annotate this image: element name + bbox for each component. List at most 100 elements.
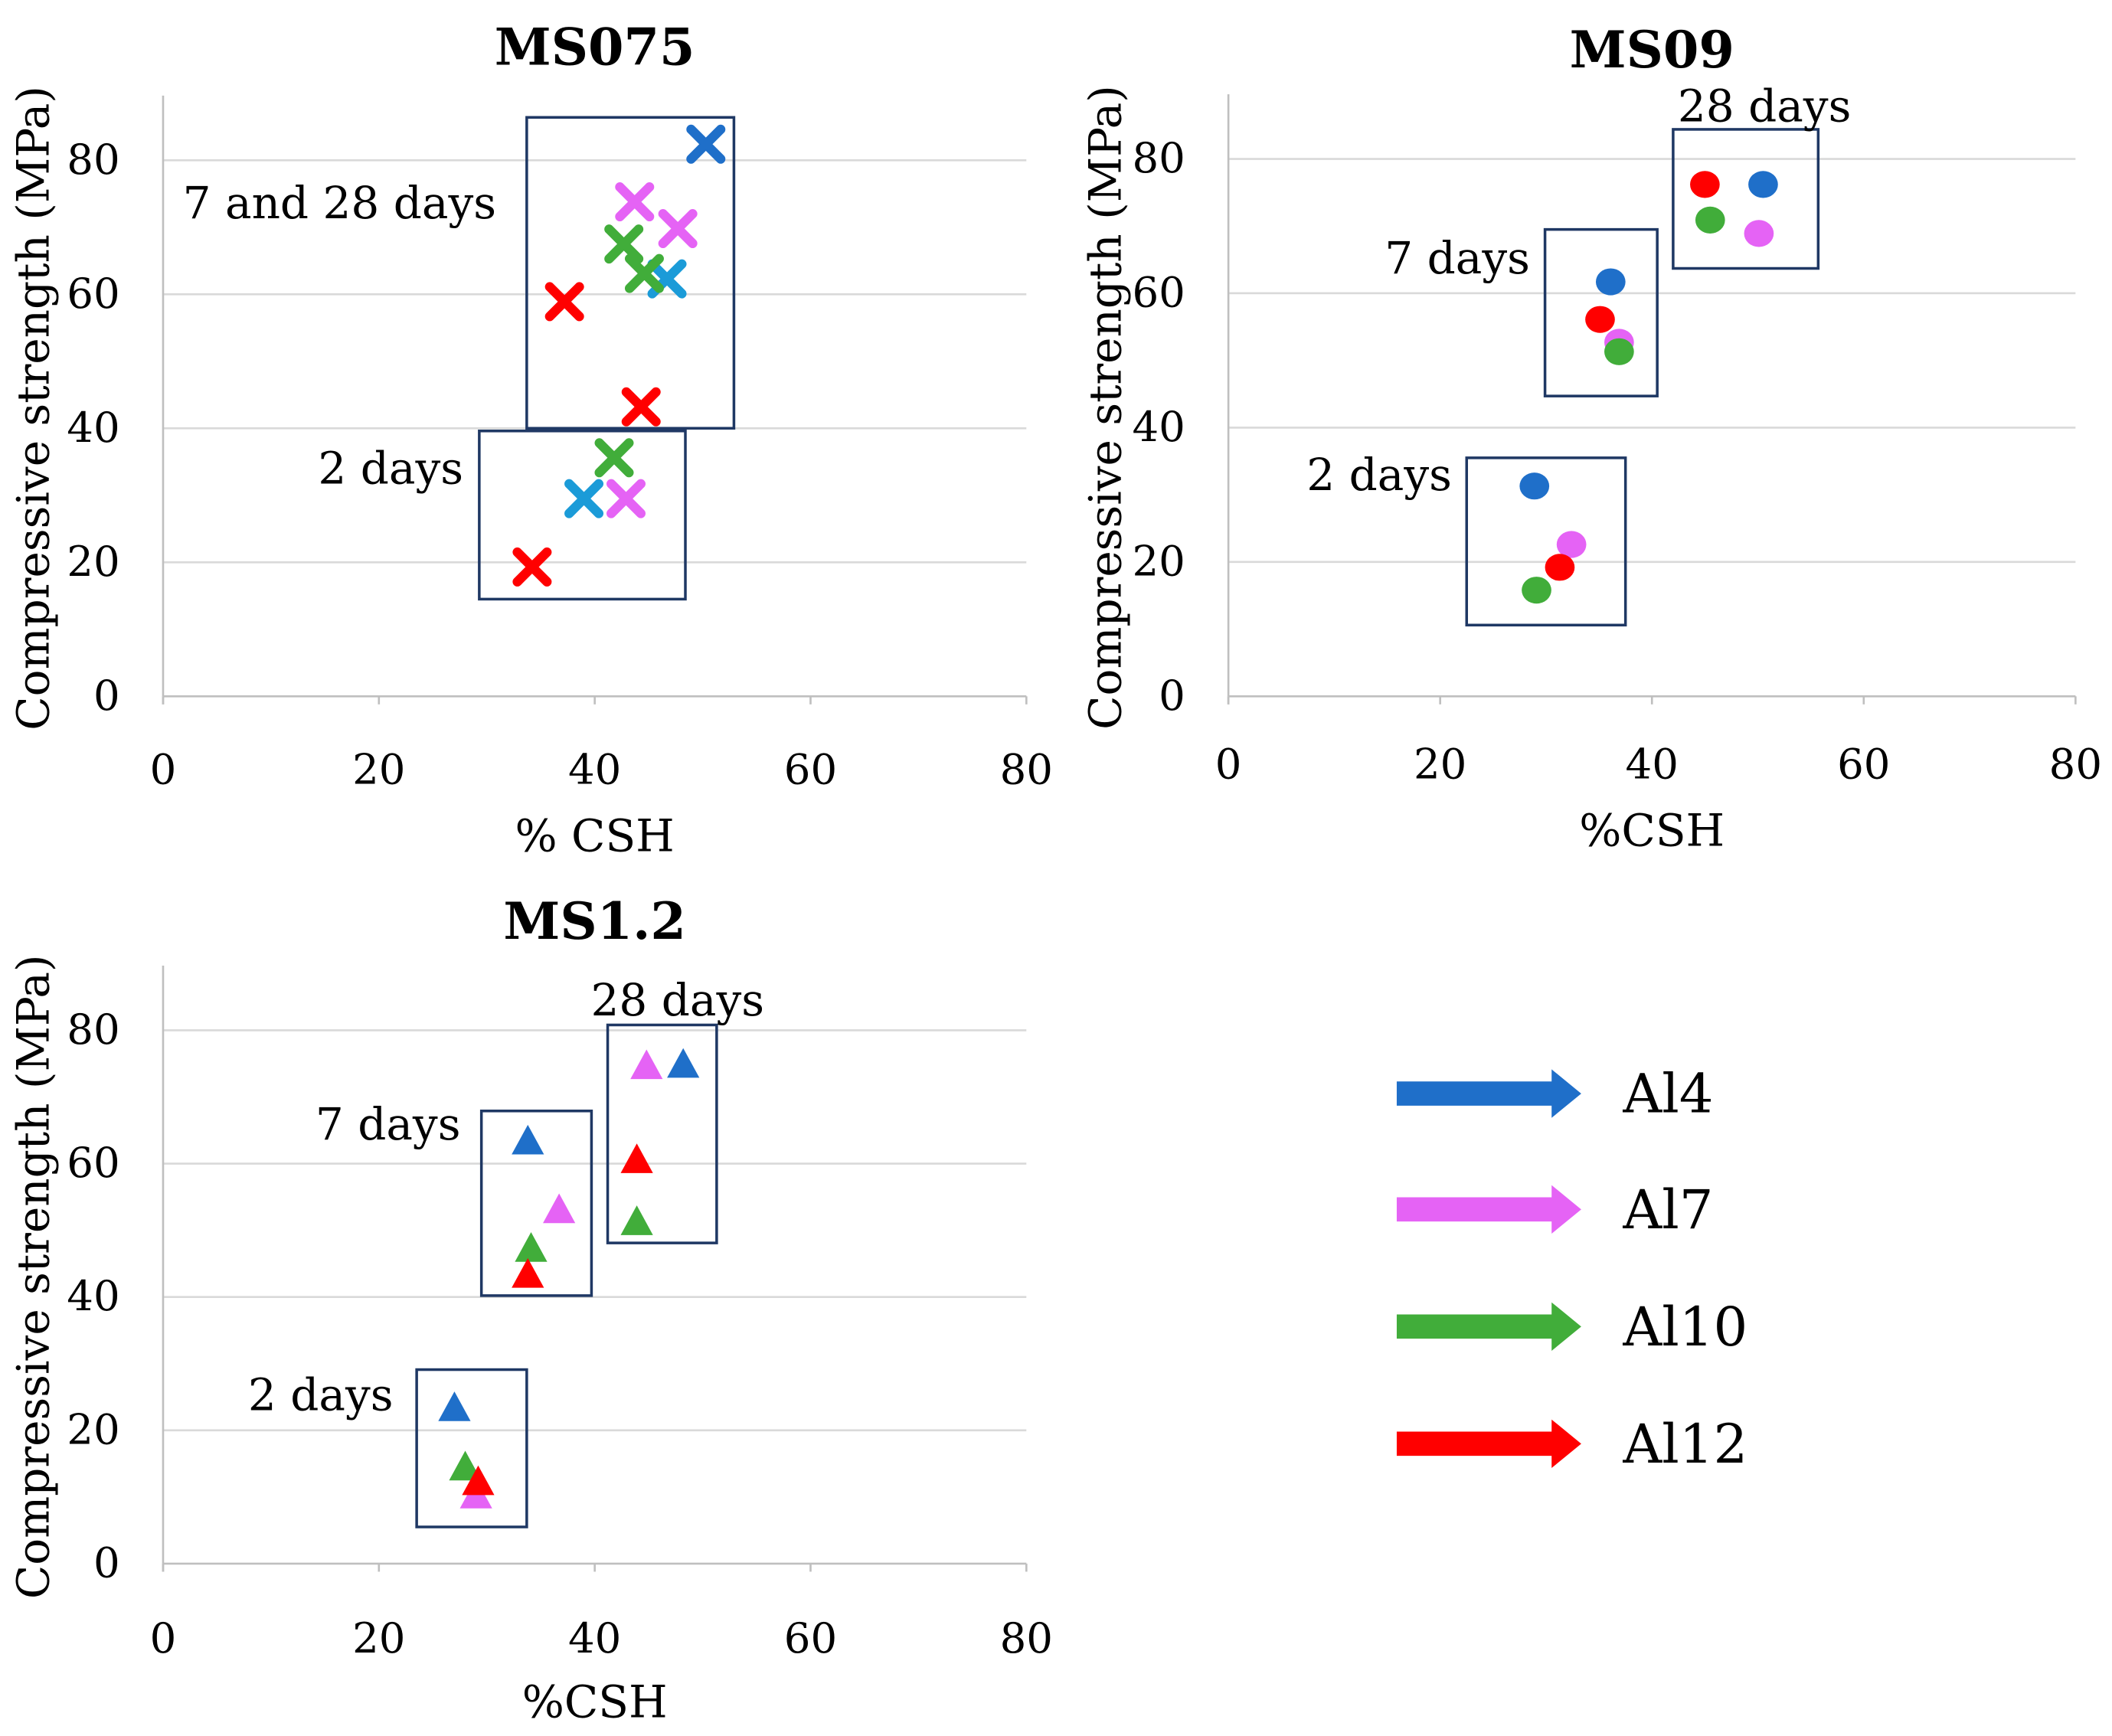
x-tick-label: 0: [1215, 740, 1242, 789]
x-axis-label: %CSH: [522, 1676, 668, 1728]
group-box: [606, 1023, 718, 1244]
group-box: [1465, 456, 1627, 627]
group-label: 2 days: [1306, 449, 1452, 501]
x-tick-label: 0: [150, 745, 177, 794]
y-tick-label: 20: [1132, 536, 1185, 585]
group-label: 28 days: [591, 974, 765, 1026]
data-point-al12: [1545, 554, 1575, 581]
data-point-al4: [1595, 268, 1626, 296]
group-box: [1543, 227, 1659, 397]
y-axis-label: Compressive strength (MPa): [7, 86, 59, 731]
group-box: [478, 430, 687, 601]
group-box: [479, 1110, 593, 1297]
data-point-al4: [564, 479, 604, 518]
x-tick-label: 20: [352, 1613, 405, 1662]
data-point-al7: [615, 182, 655, 222]
x-tick-label: 80: [2049, 740, 2102, 789]
data-point-al4: [667, 1048, 700, 1078]
group-label: 7 days: [315, 1098, 461, 1150]
chart-title: MS09: [1570, 19, 1734, 80]
data-point-al12: [1585, 306, 1615, 333]
y-tick-label: 40: [67, 403, 119, 452]
data-point-al7: [658, 209, 698, 249]
y-tick-label: 60: [67, 1138, 119, 1187]
data-point-al4: [1748, 171, 1778, 198]
data-point-al10: [1695, 206, 1725, 234]
group-box: [1672, 128, 1820, 270]
data-point-al10: [1522, 577, 1551, 604]
group-box: [525, 116, 736, 430]
x-tick-label: 60: [784, 745, 837, 794]
data-point-al12: [1690, 171, 1720, 198]
data-point-al7: [543, 1193, 576, 1224]
x-tick-label: 40: [568, 1613, 621, 1662]
chart-title: MS1.2: [503, 891, 686, 951]
y-tick-label: 80: [1132, 133, 1185, 182]
x-tick-label: 80: [1000, 1613, 1053, 1662]
data-point-al10: [604, 224, 644, 264]
data-point-al10: [1604, 338, 1634, 365]
legend-label: Al12: [1622, 1413, 1747, 1476]
y-tick-label: 60: [1132, 268, 1185, 317]
group-label: 7 and 28 days: [183, 177, 496, 229]
chart-ms075: 0 20 40 60 80 0 20 40 60 80 MS075 % CSH Compressive …: [7, 16, 1053, 861]
x-tick-label: 80: [1000, 745, 1053, 794]
chart-ms09: 0 20 40 60 80 0 20 40 60 80 MS09 %CSH Compressive st…: [1079, 19, 2102, 857]
y-tick-label: 80: [67, 1005, 119, 1054]
data-point-al12: [620, 1143, 653, 1173]
legend-arrow-icon: [1396, 1069, 1581, 1118]
x-axis-label: % CSH: [515, 810, 674, 862]
legend-label: Al7: [1622, 1179, 1713, 1241]
data-point-al4: [438, 1391, 471, 1421]
x-tick-label: 60: [1837, 740, 1890, 789]
data-point-al7: [630, 1049, 663, 1080]
data-point-al4: [512, 1124, 544, 1155]
y-tick-label: 0: [1159, 671, 1185, 720]
x-axis-label: %CSH: [1579, 804, 1725, 856]
data-point-al4: [686, 124, 726, 164]
data-point-al7: [606, 479, 646, 518]
data-point-al10: [515, 1231, 548, 1262]
legend-arrow-icon: [1396, 1185, 1581, 1234]
legend: Al4 Al7 Al10 Al12: [1396, 1063, 1747, 1476]
legend-arrow-icon: [1396, 1302, 1581, 1352]
chart-ms1-2: 0 20 40 60 80 0 20 40 60 80 MS1.2 %CSH Compressive s…: [7, 891, 1053, 1728]
x-tick-label: 40: [1626, 740, 1679, 789]
data-point-al12: [544, 282, 584, 322]
y-tick-label: 40: [1132, 402, 1185, 451]
data-point-al12: [462, 1465, 495, 1496]
group-label: 2 days: [318, 442, 463, 494]
x-tick-label: 0: [150, 1613, 177, 1662]
data-point-al12: [512, 1257, 544, 1288]
group-label: 28 days: [1678, 80, 1852, 132]
legend-label: Al10: [1622, 1296, 1747, 1358]
y-tick-label: 0: [93, 1538, 120, 1587]
data-point-al10: [594, 438, 634, 478]
y-tick-label: 20: [67, 1404, 119, 1453]
y-tick-label: 40: [67, 1271, 119, 1320]
data-point-al7: [1744, 220, 1774, 247]
data-point-al10: [624, 253, 664, 293]
data-point-al7: [1556, 531, 1587, 558]
legend-arrow-icon: [1396, 1419, 1581, 1469]
y-tick-label: 60: [67, 269, 119, 318]
data-point-al10: [620, 1205, 653, 1235]
y-axis-label: Compressive strength (MPa): [7, 954, 59, 1599]
data-point-al12: [621, 387, 661, 427]
x-tick-label: 20: [352, 745, 405, 794]
y-tick-label: 0: [93, 671, 120, 720]
x-tick-label: 20: [1414, 740, 1466, 789]
data-point-al4: [1519, 472, 1550, 500]
data-point-al10: [449, 1450, 482, 1481]
data-point-al12: [512, 547, 552, 587]
legend-label: Al4: [1622, 1063, 1713, 1126]
group-label: 2 days: [248, 1368, 394, 1421]
x-tick-label: 40: [568, 745, 621, 794]
chart-title: MS075: [495, 16, 695, 77]
y-axis-label: Compressive strength (MPa): [1079, 85, 1131, 730]
y-tick-label: 80: [67, 135, 119, 184]
group-label: 7 days: [1385, 232, 1530, 284]
y-tick-label: 20: [67, 537, 119, 586]
group-box: [415, 1368, 528, 1528]
